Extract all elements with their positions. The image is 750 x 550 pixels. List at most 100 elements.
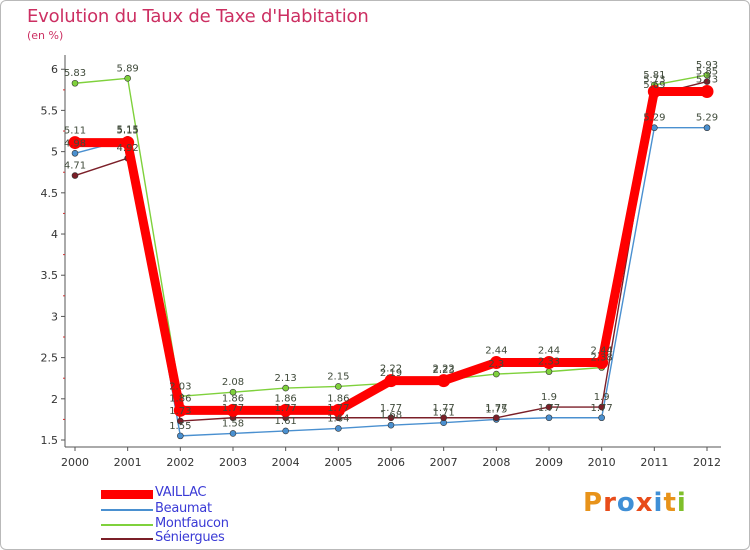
legend-swatch (101, 509, 153, 511)
legend-label: Montfaucon (155, 516, 229, 531)
data-label-sniergues: 1.9 (594, 392, 610, 403)
data-label-sniergues: 1.77 (433, 403, 455, 414)
data-point-montfaucon (703, 71, 711, 79)
data-label-sniergues: 5.69 (643, 80, 665, 91)
data-label-montfaucon: 2.13 (275, 373, 297, 384)
data-point-vaillac (173, 403, 187, 417)
data-label-vaillac: 5.11 (64, 126, 86, 137)
data-label-vaillac: 2.44 (591, 346, 613, 357)
data-point-montfaucon (335, 383, 342, 390)
data-point-beaumat (282, 427, 289, 435)
data-label-montfaucon: 2.3 (488, 359, 504, 370)
data-label-sniergues: 1.77 (327, 403, 349, 414)
data-label-vaillac: 2.44 (538, 346, 560, 357)
data-point-beaumat (545, 414, 553, 422)
data-label-beaumat: 1.64 (327, 413, 349, 424)
x-tick-label: 2011 (640, 456, 668, 469)
data-point-beaumat (598, 414, 605, 422)
data-label-beaumat: 1.55 (169, 421, 191, 432)
y-tick-label: 5 (51, 146, 58, 159)
data-point-vaillac (595, 356, 609, 370)
data-point-vaillac (384, 374, 398, 388)
data-label-sniergues: 1.77 (222, 403, 244, 414)
x-tick-label: 2002 (166, 456, 194, 469)
data-point-beaumat (387, 421, 395, 429)
data-label-beaumat: 1.77 (538, 403, 560, 414)
logo-letter: i (653, 488, 664, 518)
data-label-sniergues: 4.71 (64, 161, 86, 172)
legend-label: Beaumat (155, 501, 212, 516)
data-label-montfaucon: 5.83 (64, 68, 86, 79)
chart-axes: 1.5 2 2.5 3 3.5 4 4.5 5 5.5 6 2000 2001 2002 2003 2004… (41, 55, 721, 469)
y-tick-label: 6 (51, 63, 58, 76)
chart-unit-label: (en %) (27, 29, 64, 42)
logo-letter: t (663, 488, 677, 518)
x-tick-label: 2000 (61, 456, 89, 469)
data-point-beaumat (229, 430, 237, 437)
data-label-montfaucon: 2.03 (169, 381, 191, 392)
y-tick-label: 2 (51, 393, 58, 406)
proxiti-logo: Proxiti (583, 488, 687, 518)
data-label-vaillac: 5.73 (643, 74, 665, 85)
legend-label: Séniergues (155, 530, 225, 545)
data-point-sniergues (598, 403, 605, 411)
data-point-beaumat (335, 425, 342, 432)
legend-swatch (101, 490, 153, 499)
data-label-montfaucon: 2.08 (222, 377, 244, 388)
data-label-beaumat: 1.71 (433, 408, 455, 419)
data-label-montfaucon: 2.19 (380, 368, 402, 379)
data-label-montfaucon: 2.15 (327, 371, 349, 382)
data-point-sniergues (71, 172, 79, 179)
data-label-vaillac: 2.44 (485, 346, 507, 357)
x-tick-label: 2012 (693, 456, 721, 469)
data-point-montfaucon (282, 384, 289, 392)
data-point-montfaucon (545, 368, 553, 375)
data-label-montfaucon: 5.81 (643, 70, 665, 81)
data-label-montfaucon: 2.23 (433, 365, 455, 376)
legend-label: VAILLAC (155, 485, 207, 500)
y-tick-label: 3.5 (41, 269, 59, 282)
data-label-sniergues: 1.73 (169, 406, 191, 417)
data-label-sniergues: 5.85 (696, 67, 718, 78)
data-point-vaillac (279, 403, 293, 417)
data-label-beaumat: 1.77 (591, 403, 613, 414)
data-label-vaillac: 2.22 (380, 364, 402, 375)
logo-letter: o (616, 488, 636, 518)
legend-swatch (101, 524, 153, 526)
data-label-beaumat: 1.75 (485, 404, 507, 415)
data-label-beaumat: 5.29 (696, 113, 718, 124)
y-tick-label: 3 (51, 310, 58, 323)
y-tick-label: 4 (51, 228, 58, 241)
data-label-montfaucon: 2.38 (591, 352, 613, 363)
x-tick-label: 2009 (535, 456, 563, 469)
data-label-montfaucon: 5.93 (696, 60, 718, 71)
data-point-sniergues (387, 414, 395, 422)
y-tick-label: 2.5 (41, 352, 59, 365)
data-point-montfaucon (71, 79, 79, 87)
legend-swatch (101, 538, 153, 540)
logo-letter: x (635, 488, 654, 518)
data-point-vaillac (542, 356, 556, 370)
data-point-sniergues (703, 78, 711, 85)
data-labels: 5.11 5.15 1.86 1.86 1.86 1.86 2.22 2.22 2.44 2.44… (64, 60, 718, 432)
chart-title: Evolution du Taux de Taxe d'Habitation (27, 6, 369, 27)
data-point-montfaucon (493, 370, 500, 378)
x-tick-label: 2008 (482, 456, 510, 469)
x-tick-label: 2007 (430, 456, 458, 469)
logo-letter: P (583, 488, 604, 518)
data-label-beaumat: 1.68 (380, 410, 402, 421)
data-point-montfaucon (124, 75, 131, 82)
x-tick-label: 2005 (324, 456, 352, 469)
data-point-montfaucon (229, 388, 237, 396)
data-point-beaumat (71, 149, 79, 157)
data-point-vaillac (489, 356, 503, 370)
data-point-vaillac (700, 84, 714, 98)
data-label-vaillac: 5.73 (696, 74, 718, 85)
data-label-beaumat: 1.58 (222, 418, 244, 429)
series-layer (68, 71, 714, 440)
data-point-vaillac (437, 374, 451, 388)
x-tick-label: 2003 (219, 456, 247, 469)
y-tick-label: 5.5 (41, 104, 59, 117)
x-tick-label: 2010 (588, 456, 616, 469)
